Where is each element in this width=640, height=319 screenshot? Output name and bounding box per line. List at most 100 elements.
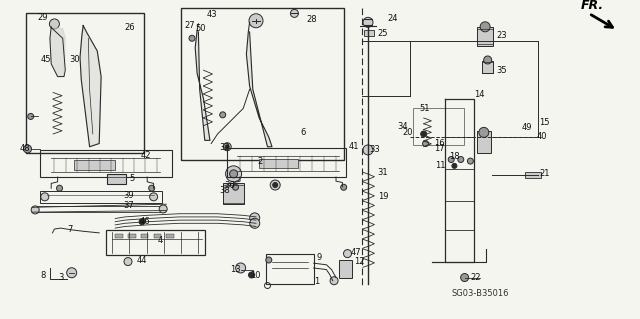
Bar (166, 234, 174, 238)
Circle shape (461, 273, 468, 282)
Text: 12: 12 (354, 257, 364, 266)
Circle shape (31, 206, 39, 214)
Text: 9: 9 (317, 253, 322, 262)
Circle shape (150, 193, 157, 201)
Text: 37: 37 (124, 201, 134, 210)
Circle shape (220, 112, 226, 118)
Circle shape (124, 257, 132, 266)
Bar (339, 260, 352, 278)
Text: 32: 32 (219, 143, 230, 152)
Bar (141, 234, 148, 238)
Circle shape (225, 145, 229, 149)
Bar (223, 183, 244, 204)
Text: 51: 51 (419, 104, 429, 113)
Text: 1: 1 (314, 277, 319, 286)
Text: 36: 36 (224, 181, 235, 189)
Bar (364, 30, 374, 36)
Text: 48: 48 (19, 144, 30, 153)
Text: 33: 33 (369, 145, 380, 154)
Circle shape (363, 145, 373, 155)
Circle shape (28, 114, 34, 119)
Text: 3: 3 (59, 273, 64, 282)
Text: 8: 8 (40, 271, 45, 280)
Text: 20: 20 (403, 128, 413, 137)
Circle shape (291, 9, 298, 18)
Bar (525, 172, 541, 178)
Bar (259, 159, 298, 168)
Text: 22: 22 (470, 273, 481, 282)
Text: 14: 14 (474, 90, 484, 99)
Circle shape (340, 184, 347, 190)
Circle shape (49, 19, 60, 29)
Text: 2: 2 (257, 157, 262, 166)
Bar (115, 234, 123, 238)
Text: 39: 39 (124, 191, 134, 200)
Circle shape (458, 157, 464, 162)
Circle shape (56, 185, 63, 191)
Text: 7: 7 (67, 225, 72, 234)
Circle shape (189, 35, 195, 41)
Bar (74, 160, 115, 170)
Text: SG03-B35016: SG03-B35016 (451, 289, 509, 298)
Text: 19: 19 (378, 192, 388, 201)
Bar (477, 131, 491, 153)
Circle shape (330, 277, 338, 285)
Circle shape (484, 56, 492, 64)
Polygon shape (80, 26, 101, 147)
Circle shape (226, 166, 242, 182)
Circle shape (230, 170, 237, 178)
Text: 25: 25 (378, 29, 388, 38)
Text: 40: 40 (536, 132, 547, 141)
Circle shape (236, 263, 246, 273)
Circle shape (467, 158, 474, 164)
Text: 5: 5 (129, 174, 134, 183)
Bar (34, 206, 165, 212)
Text: 50: 50 (196, 24, 206, 33)
Text: 6: 6 (301, 128, 306, 137)
Bar (128, 234, 136, 238)
Text: 42: 42 (141, 151, 151, 160)
Circle shape (452, 163, 457, 168)
Text: 30: 30 (69, 55, 80, 63)
Circle shape (250, 213, 260, 223)
Polygon shape (195, 30, 210, 140)
Text: 26: 26 (125, 23, 136, 32)
Bar (40, 191, 162, 203)
Text: 4: 4 (158, 236, 163, 245)
Text: 41: 41 (349, 142, 359, 151)
Bar (40, 150, 172, 177)
Circle shape (139, 219, 145, 225)
Text: 29: 29 (37, 13, 47, 22)
Circle shape (420, 131, 427, 137)
Text: 47: 47 (351, 248, 362, 256)
Bar (266, 254, 314, 284)
Text: 43: 43 (207, 10, 218, 19)
Circle shape (422, 141, 429, 146)
Bar (227, 148, 346, 177)
Text: 28: 28 (306, 15, 317, 24)
Text: 27: 27 (184, 21, 195, 30)
Bar (106, 230, 205, 255)
Text: 16: 16 (434, 139, 445, 148)
Text: 15: 15 (540, 118, 550, 127)
Circle shape (448, 157, 454, 162)
Text: 23: 23 (496, 31, 507, 40)
Circle shape (249, 14, 263, 28)
Polygon shape (246, 32, 272, 147)
Circle shape (41, 193, 49, 201)
Text: 24: 24 (387, 14, 397, 23)
Text: 21: 21 (540, 169, 550, 178)
Text: 13: 13 (230, 265, 241, 274)
Circle shape (159, 205, 167, 213)
Circle shape (344, 249, 351, 258)
Text: 44: 44 (136, 256, 147, 265)
Circle shape (248, 272, 255, 278)
Text: 38: 38 (219, 186, 230, 195)
Circle shape (480, 22, 490, 32)
Text: 34: 34 (397, 122, 408, 131)
Circle shape (67, 268, 77, 278)
Text: 46: 46 (140, 217, 150, 226)
Text: FR.: FR. (581, 0, 604, 12)
Text: 35: 35 (496, 66, 507, 75)
Polygon shape (50, 27, 65, 77)
